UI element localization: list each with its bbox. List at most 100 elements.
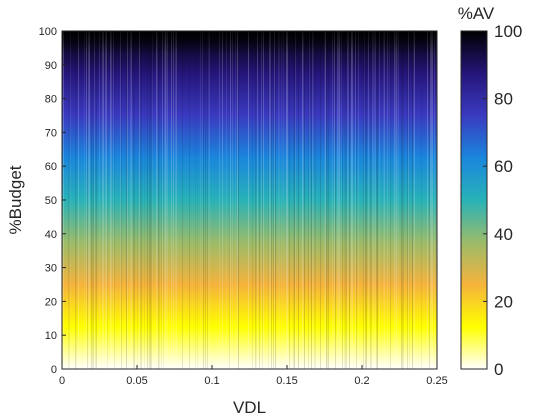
heatmap-stripe <box>202 31 203 369</box>
heatmap-stripe <box>75 31 76 369</box>
heatmap-stripe <box>69 31 70 369</box>
y-tick-label: 20 <box>45 296 57 308</box>
y-axis: 0 10 20 30 40 50 60 70 80 90 100 <box>39 26 66 376</box>
heatmap-stripe <box>248 31 249 369</box>
x-axis: 0 0.05 0.1 0.15 0.2 0.25 <box>59 365 448 387</box>
heatmap-stripe <box>88 31 89 369</box>
heatmap-stripe <box>294 31 295 369</box>
heatmap-stripe <box>161 31 162 369</box>
heatmap-stripe <box>261 31 262 369</box>
heatmap-stripe <box>103 31 104 369</box>
heatmap-stripe <box>313 31 314 369</box>
x-tick-label: 0.1 <box>204 375 219 387</box>
heatmap-stripe <box>295 31 296 369</box>
heatmap-stripe <box>368 31 369 369</box>
heatmap-stripe <box>173 31 174 369</box>
colorbar-tick-label: 100 <box>494 22 522 41</box>
heatmap-stripe <box>370 31 371 369</box>
heatmap-stripe <box>414 31 415 369</box>
colorbar: 0 20 40 60 80 100 %AV <box>458 4 523 379</box>
heatmap-stripe <box>375 31 376 369</box>
heatmap-stripe <box>303 31 304 369</box>
heatmap-stripe <box>84 31 85 369</box>
heatmap-stripe <box>99 31 100 369</box>
heatmap-stripe <box>403 31 404 369</box>
heatmap-stripe <box>86 31 87 369</box>
heatmap-stripe <box>269 31 270 369</box>
x-tick-label: 0 <box>59 375 65 387</box>
heatmap-stripe <box>102 31 103 369</box>
heatmap-stripe <box>164 31 165 369</box>
heatmap-stripe <box>389 31 390 369</box>
heatmap-stripe <box>289 31 290 369</box>
heatmap-stripe <box>342 31 343 369</box>
y-tick-label: 90 <box>45 60 57 72</box>
heatmap-stripe <box>286 31 287 369</box>
heatmap-stripe <box>396 31 397 369</box>
heatmap-stripe <box>366 31 367 369</box>
heatmap-stripe <box>364 31 365 369</box>
heatmap-stripe <box>356 31 357 369</box>
heatmap-stripe <box>209 31 210 369</box>
heatmap-stripe <box>383 31 384 369</box>
heatmap-stripe <box>134 31 135 369</box>
heatmap-stripe <box>348 31 349 369</box>
heatmap-stripe <box>259 31 260 369</box>
heatmap-stripe <box>262 31 263 369</box>
heatmap-stripe <box>283 31 284 369</box>
heatmap-stripe <box>127 31 128 369</box>
heatmap-stripe <box>398 31 399 369</box>
x-tick-label: 0.25 <box>426 375 447 387</box>
heatmap-stripe <box>412 31 413 369</box>
heatmap-stripe <box>387 31 388 369</box>
colorbar-tick-label: 40 <box>494 225 513 244</box>
heatmap-stripe <box>176 31 177 369</box>
heatmap-stripe <box>268 31 269 369</box>
colorbar-tick-label: 20 <box>494 292 513 311</box>
heatmap-stripe <box>126 31 127 369</box>
heatmap-stripe <box>371 31 372 369</box>
heatmap-stripe <box>95 31 96 369</box>
heatmap-stripe <box>432 31 433 369</box>
heatmap-stripe <box>347 31 348 369</box>
heatmap-stripe <box>363 31 364 369</box>
heatmap-stripe <box>429 31 430 369</box>
heatmap-stripe <box>427 31 428 369</box>
heatmap-stripe <box>150 31 151 369</box>
heatmap-stripe <box>293 31 294 369</box>
heatmap-stripe <box>68 31 69 369</box>
heatmap-stripe <box>274 31 275 369</box>
heatmap-stripe <box>175 31 176 369</box>
heatmap-stripe <box>365 31 366 369</box>
heatmap-stripe <box>384 31 385 369</box>
y-tick-label: 50 <box>45 195 57 207</box>
heatmap-stripe <box>339 31 340 369</box>
heatmap-stripe <box>413 31 414 369</box>
heatmap-stripe <box>352 31 353 369</box>
heatmap-stripe <box>156 31 157 369</box>
heatmap-stripe <box>171 31 172 369</box>
heatmap-stripes <box>63 31 437 369</box>
heatmap-stripe <box>232 31 233 369</box>
heatmap-stripe <box>302 31 303 369</box>
plot-area <box>61 30 438 370</box>
heatmap-stripe <box>345 31 346 369</box>
heatmap-stripe <box>120 31 121 369</box>
heatmap-stripe <box>205 31 206 369</box>
heatmap-stripe <box>271 31 272 369</box>
heatmap-stripe <box>222 31 223 369</box>
heatmap-stripe <box>197 31 198 369</box>
heatmap-stripe <box>309 31 310 369</box>
heatmap-stripe <box>200 31 201 369</box>
heatmap-background <box>62 31 437 369</box>
heatmap-stripe <box>255 31 256 369</box>
heatmap-stripe <box>270 31 271 369</box>
heatmap-stripe <box>195 31 196 369</box>
heatmap-stripe <box>121 31 122 369</box>
heatmap-stripe <box>351 31 352 369</box>
heatmap-stripe <box>208 31 209 369</box>
heatmap-stripe <box>408 31 409 369</box>
heatmap-stripe <box>157 31 158 369</box>
y-tick-label: 30 <box>45 263 57 275</box>
